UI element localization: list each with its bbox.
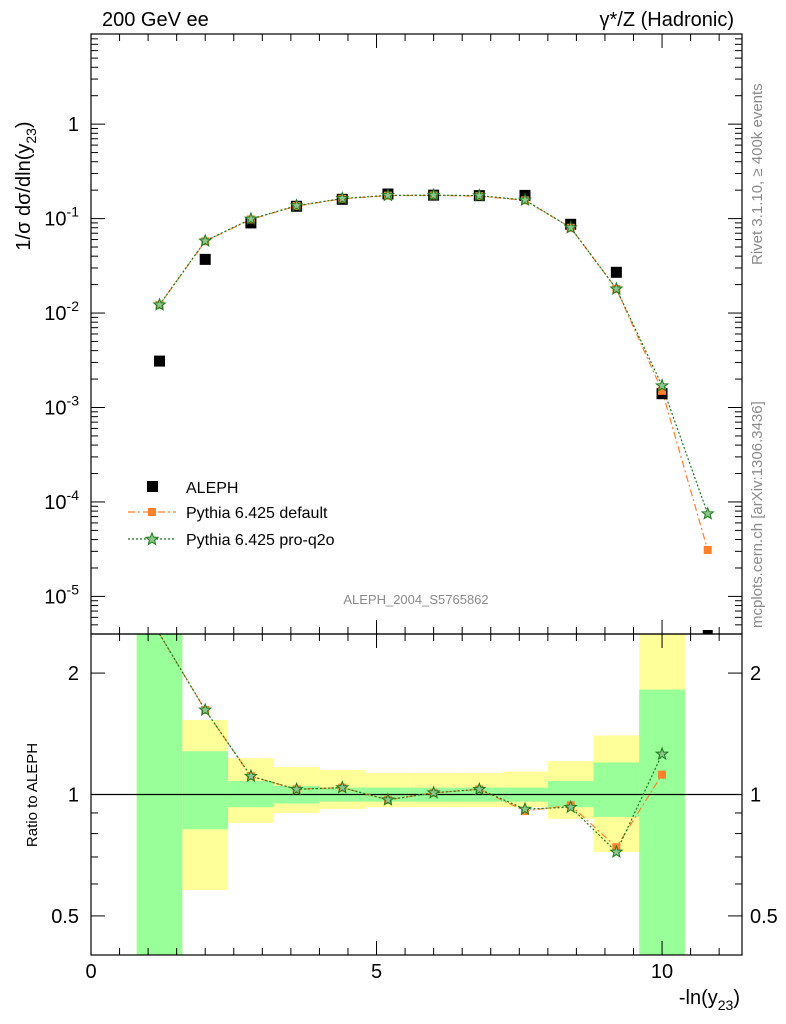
proq2o-point-10 — [609, 281, 624, 295]
data-markers — [152, 187, 715, 859]
legend-label-default: Pythia 6.425 default — [186, 505, 328, 522]
proq2o-point-5 — [380, 187, 396, 202]
ratio-proq2o-point-7 — [472, 781, 487, 796]
x-tick-label-0: 0 — [85, 961, 96, 983]
y-tick-label-main-5: 1 — [68, 114, 79, 136]
proq2o-point-2 — [243, 211, 258, 226]
y-tick-label-ratio-right-1: 1 — [750, 785, 761, 807]
y-tick-label-main-2: 10-3 — [44, 393, 79, 420]
main-line-1 — [159, 194, 709, 551]
proq2o-point-1 — [198, 233, 213, 247]
ratio-proq2o-point-1 — [198, 702, 213, 717]
y-tick-label-ratio-right-2: 2 — [750, 663, 761, 685]
ratio-proq2o-point-9 — [563, 799, 578, 814]
legend-marker-aleph — [147, 481, 158, 492]
proq2o-point-0 — [152, 297, 167, 311]
aleph-point-1 — [199, 253, 211, 265]
ratio-proq2o-point-11 — [654, 746, 670, 761]
ratio-proq2o-point-4 — [335, 780, 350, 794]
mcplots-label: mcplots.cern.ch [arXiv:1306.3436] — [749, 401, 766, 628]
proq2o-point-8 — [517, 192, 533, 207]
default-point-11 — [658, 386, 667, 395]
legend-label-proq2o: Pythia 6.425 pro-q2o — [186, 532, 335, 549]
legend-marker-proq2o — [144, 531, 160, 546]
y-tick-label-ratio-0.5: 0.5 — [51, 906, 79, 928]
y-tick-label-ratio-right-0.5: 0.5 — [750, 906, 778, 928]
rivet-label: Rivet 3.1.10, ≥ 400k events — [749, 83, 766, 265]
legend: ALEPH Pythia 6.425 default Pythia 6.425 … — [128, 480, 335, 549]
y-tick-label-main-3: 10-2 — [44, 298, 79, 325]
y-tick-label-main-0: 10-5 — [44, 581, 79, 608]
main-mc-lines — [159, 194, 709, 551]
ratio-uncertainty-bands — [91, 634, 742, 955]
x-axis-label: -ln(y23) — [679, 987, 740, 1013]
legend-label-aleph: ALEPH — [186, 480, 238, 497]
ratio-band-stat-10 — [593, 762, 640, 817]
ratio-band-stat-1 — [182, 751, 229, 830]
y-tick-label-ratio-1: 1 — [68, 785, 79, 807]
aleph-point-10 — [610, 266, 622, 278]
x-tick-label-10: 10 — [651, 961, 673, 983]
legend-marker-default — [148, 508, 156, 516]
proq2o-point-3 — [289, 198, 304, 212]
proq2o-point-11 — [654, 378, 670, 392]
ratio-proq2o-point-3 — [289, 781, 304, 796]
ratio-proq2o-point-8 — [517, 801, 533, 816]
x-tick-label-5: 5 — [371, 961, 382, 983]
aleph-point-12 — [702, 630, 713, 634]
proq2o-point-4 — [335, 191, 350, 205]
ratio-mc-lines — [158, 633, 663, 854]
ratio-proq2o-point-5 — [380, 792, 396, 806]
proq2o-point-6 — [426, 187, 441, 202]
ratio-proq2o-point-10 — [609, 844, 624, 859]
y-tick-label-main-4: 10-1 — [44, 204, 79, 231]
analysis-watermark: ALEPH_2004_S5765862 — [343, 592, 488, 607]
main-y-axis-label: 1/σ dσ/dln(y23) — [13, 121, 39, 250]
aleph-point-0 — [154, 355, 166, 367]
proq2o-point-9 — [563, 220, 578, 234]
default-point-12 — [703, 546, 712, 555]
y-tick-label-main-1: 10-4 — [44, 487, 79, 514]
y-tick-label-ratio-2: 2 — [68, 663, 79, 685]
ratio-proq2o-point-6 — [426, 785, 441, 799]
ratio-proq2o-point-2 — [243, 768, 258, 783]
header-left: 200 GeV ee — [102, 9, 209, 31]
main-line-2 — [159, 194, 709, 515]
ratio-band-stat-11 — [639, 689, 685, 955]
proq2o-point-7 — [472, 188, 487, 202]
ratio-default-point-11 — [658, 770, 667, 779]
ratio-y-axis-label: Ratio to ALEPH — [24, 743, 41, 847]
proq2o-point-12 — [700, 506, 715, 520]
header-right: γ*/Z (Hadronic) — [600, 9, 734, 31]
ratio-line-1 — [158, 633, 663, 854]
